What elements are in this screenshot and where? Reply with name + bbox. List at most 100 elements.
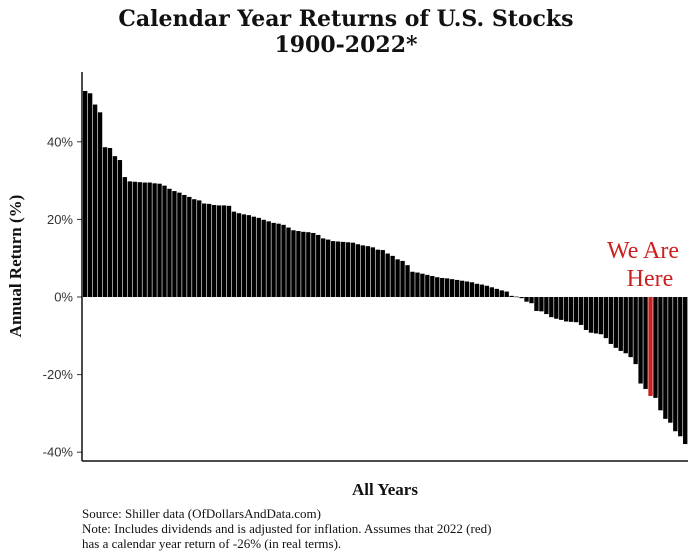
bar bbox=[127, 181, 132, 297]
bar bbox=[241, 214, 247, 297]
bar bbox=[236, 213, 242, 297]
bar bbox=[261, 219, 266, 297]
bar bbox=[489, 287, 494, 297]
bar bbox=[395, 259, 400, 297]
bar bbox=[633, 297, 638, 365]
bar bbox=[603, 297, 609, 339]
bar bbox=[172, 191, 177, 297]
bar bbox=[524, 297, 529, 302]
bar bbox=[430, 276, 435, 297]
bar bbox=[83, 90, 88, 297]
bar bbox=[445, 278, 450, 297]
chart-title: Calendar Year Returns of U.S. Stocks bbox=[118, 6, 574, 32]
bar-highlight bbox=[648, 297, 653, 396]
bar bbox=[112, 156, 118, 297]
bar bbox=[216, 205, 222, 297]
bar bbox=[350, 242, 356, 297]
bar bbox=[137, 182, 142, 297]
y-axis-title: Annual Return (%) bbox=[6, 195, 25, 338]
y-tick-label: -40% bbox=[43, 445, 74, 460]
bar bbox=[469, 282, 475, 297]
bar bbox=[286, 227, 291, 297]
bar bbox=[256, 217, 261, 297]
bar bbox=[380, 250, 385, 297]
bar bbox=[449, 279, 455, 297]
source-line: Source: Shiller data (OfDollarsAndData.c… bbox=[82, 506, 321, 521]
bar bbox=[206, 203, 212, 297]
bar bbox=[678, 297, 683, 437]
bar bbox=[628, 297, 633, 358]
bar bbox=[117, 160, 123, 297]
note-line-2: has a calendar year return of -26% (in r… bbox=[82, 536, 342, 551]
bar bbox=[479, 284, 485, 297]
bar bbox=[167, 188, 172, 297]
bar bbox=[618, 297, 623, 351]
bars-group bbox=[83, 90, 688, 445]
bar bbox=[102, 147, 108, 297]
bar bbox=[311, 232, 316, 297]
bar bbox=[583, 297, 589, 330]
bar bbox=[316, 234, 321, 297]
bar bbox=[673, 297, 678, 432]
bar bbox=[226, 205, 232, 297]
bar bbox=[157, 183, 162, 297]
bar bbox=[519, 297, 524, 299]
bar bbox=[514, 296, 519, 298]
bar bbox=[474, 283, 480, 297]
bar bbox=[623, 297, 628, 354]
bar bbox=[365, 246, 371, 297]
bar bbox=[663, 297, 668, 419]
bar bbox=[132, 181, 137, 297]
bar bbox=[534, 297, 539, 311]
bar bbox=[301, 231, 306, 297]
bar bbox=[281, 224, 286, 297]
bar bbox=[440, 277, 445, 297]
bar bbox=[152, 183, 157, 297]
bar bbox=[335, 241, 341, 297]
bar bbox=[162, 185, 167, 297]
bar bbox=[92, 104, 98, 297]
bar bbox=[370, 247, 375, 297]
bar bbox=[494, 288, 499, 297]
bar bbox=[638, 297, 643, 384]
bar bbox=[355, 244, 361, 297]
bar bbox=[459, 280, 465, 297]
bar bbox=[197, 200, 202, 297]
bar bbox=[182, 194, 187, 297]
x-axis-title: All Years bbox=[352, 480, 418, 499]
bar bbox=[658, 297, 663, 411]
bar bbox=[87, 93, 93, 297]
bar bbox=[420, 273, 425, 297]
bar bbox=[529, 297, 534, 304]
bar bbox=[653, 297, 658, 398]
bar bbox=[221, 205, 227, 297]
bar bbox=[231, 211, 237, 297]
bar bbox=[549, 297, 554, 318]
bar bbox=[107, 148, 113, 297]
bar bbox=[559, 297, 564, 320]
bar bbox=[410, 271, 415, 297]
bar bbox=[251, 216, 256, 297]
bar bbox=[613, 297, 618, 348]
bar bbox=[668, 297, 673, 423]
bar bbox=[499, 290, 504, 297]
bar bbox=[276, 223, 281, 297]
y-tick-label: -20% bbox=[43, 367, 74, 382]
bar bbox=[97, 112, 103, 297]
y-tick-label: 20% bbox=[47, 212, 73, 227]
note-line-1: Note: Includes dividends and is adjusted… bbox=[82, 521, 492, 536]
bar bbox=[375, 249, 380, 297]
bar bbox=[435, 277, 440, 297]
bar bbox=[192, 199, 197, 297]
bar bbox=[345, 242, 351, 297]
bar bbox=[122, 177, 128, 297]
y-axis-ticks: 40% 20% 0% -20% -40% bbox=[43, 134, 82, 460]
bar bbox=[400, 260, 405, 297]
annotation-we-are: We Are bbox=[607, 238, 679, 264]
bar bbox=[296, 231, 301, 297]
y-tick-label: 0% bbox=[54, 290, 73, 305]
bar bbox=[464, 281, 470, 297]
bar bbox=[598, 297, 604, 335]
bar bbox=[608, 297, 614, 344]
